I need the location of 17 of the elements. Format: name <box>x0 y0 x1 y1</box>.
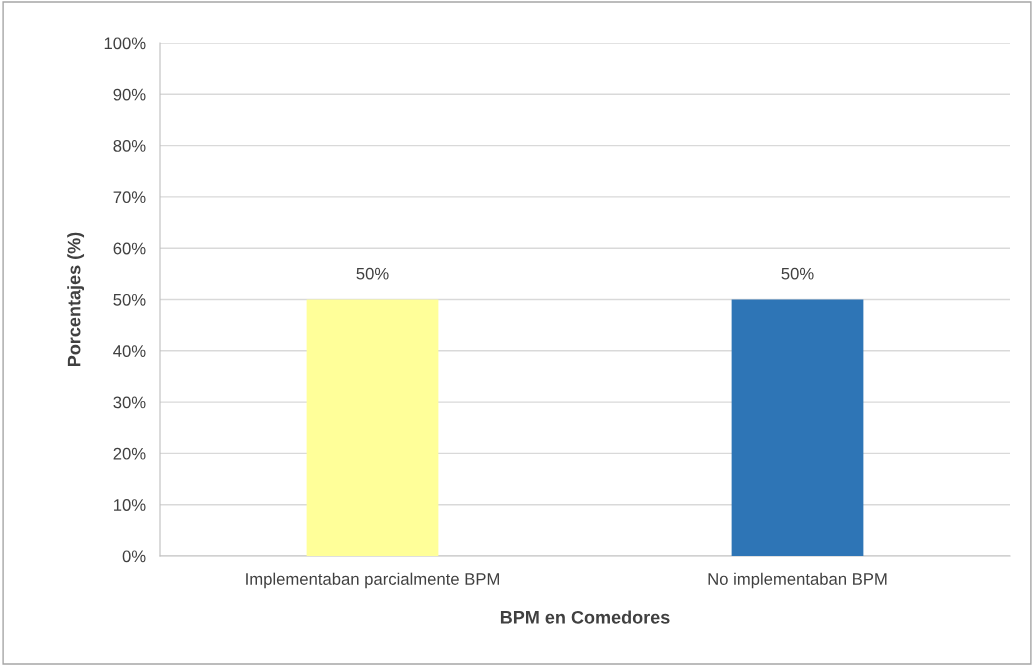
data-label: 50% <box>356 267 389 280</box>
y-tick-label: 80% <box>113 140 146 152</box>
y-axis-title: Porcentajes (%) <box>67 232 85 367</box>
y-tick-label: 10% <box>114 499 146 511</box>
y-tick-label: 60% <box>113 242 146 255</box>
y-tick-label: 30% <box>113 396 146 409</box>
x-tick-label: No implementaban BPM <box>708 572 887 589</box>
y-tick-label: 100% <box>104 37 146 50</box>
data-label: 50% <box>781 267 814 280</box>
y-tick-label: 70% <box>113 191 146 204</box>
x-axis-title: BPM en Comedores <box>500 610 670 624</box>
y-tick-label: 40% <box>113 345 146 357</box>
x-tick-label: Implementaban parcialmente BPM <box>246 572 499 589</box>
y-tick-label: 90% <box>113 88 146 101</box>
y-tick-label: 50% <box>113 293 146 306</box>
y-tick-label: 0% <box>122 550 146 563</box>
y-tick-label: 20% <box>113 447 146 460</box>
